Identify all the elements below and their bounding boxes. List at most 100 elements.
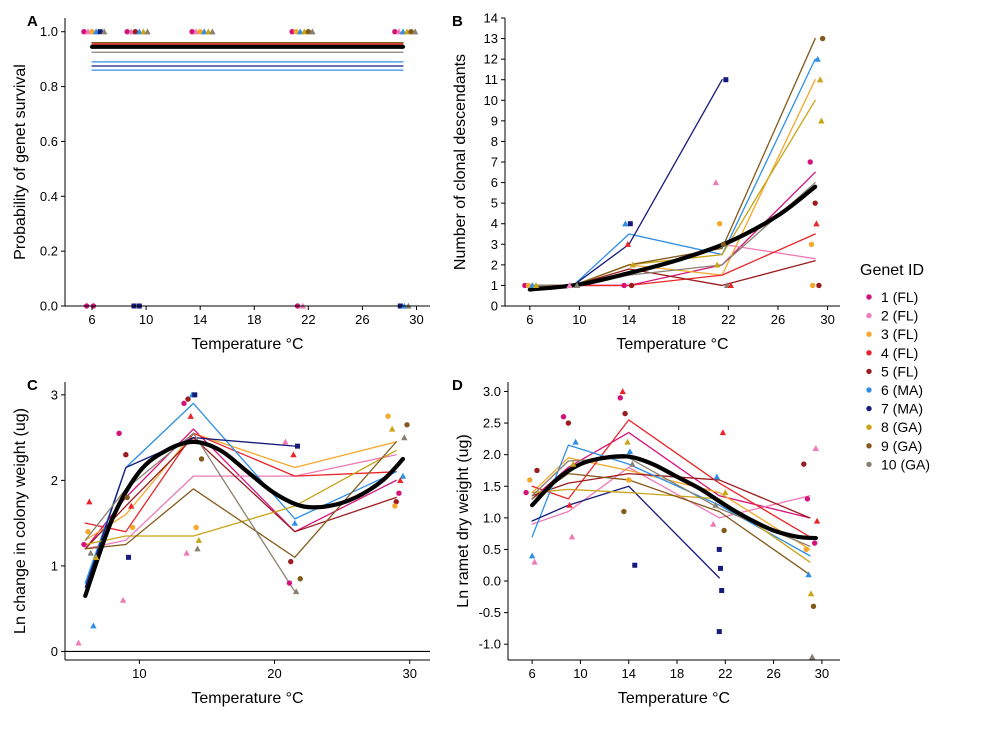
data-point-genet-5	[185, 396, 191, 402]
y-tick-label: 10	[484, 93, 498, 108]
data-point-genet-1	[124, 29, 130, 35]
data-point-genet-6	[399, 28, 407, 35]
data-point-genet-2	[395, 28, 403, 35]
data-point-genet-8	[301, 28, 308, 35]
y-tick-label: 0.5	[483, 542, 501, 557]
data-point-genet-10	[809, 653, 816, 660]
y-tick-label: 0.4	[40, 189, 58, 204]
data-point-genet-3	[808, 241, 815, 247]
data-point-genet-1	[81, 541, 87, 548]
data-point-genet-8	[388, 425, 396, 432]
x-tick-label: 18	[247, 312, 261, 327]
y-tick-label: 0	[491, 299, 498, 314]
data-point-genet-6	[572, 438, 579, 445]
data-point-genet-9	[819, 35, 826, 42]
x-axis-label: Temperature °C	[191, 336, 303, 353]
y-tick-label: 0.6	[40, 134, 58, 149]
data-point-genet-5	[565, 420, 572, 426]
data-point-genet-6	[622, 220, 629, 227]
series-line-genet-3	[84, 432, 397, 541]
y-tick-label: 0.2	[40, 244, 58, 259]
data-point-genet-6	[814, 55, 821, 62]
data-point-genet-3	[293, 29, 299, 35]
data-point-genet-7	[126, 554, 132, 560]
fit-line	[527, 184, 818, 292]
data-point-genet-5	[288, 558, 294, 565]
legend-entry-label: 4 (FL)	[881, 345, 918, 361]
data-point-genet-1	[396, 490, 402, 496]
x-tick-label: 30	[820, 312, 834, 327]
data-point-genet-5	[123, 452, 129, 458]
series-line-genet-9	[531, 472, 811, 576]
legend-entry-label: 5 (FL)	[881, 363, 918, 379]
y-axis-label: Ln ramet dry weight (ug)	[455, 434, 472, 607]
data-point-genet-9	[810, 603, 817, 609]
y-tick-label: 2.0	[483, 447, 501, 462]
data-point-genet-3	[89, 29, 95, 35]
series-line-genet-5	[529, 260, 816, 287]
data-point-genet-10	[194, 545, 201, 552]
series-line-genet-6	[531, 444, 811, 557]
data-point-genet-4	[187, 412, 194, 419]
data-point-genet-4	[727, 282, 735, 289]
panel-d: D 6 10 14 18 22 26 30 -1.0 -0.5 0.0 0.5 1.0 1.5 2.0 2.5…	[452, 377, 840, 707]
data-point-genet-4	[566, 501, 573, 508]
data-point-genet-8	[629, 261, 636, 268]
legend-entry-label: 3 (FL)	[881, 326, 918, 342]
y-tick-label: 0	[51, 644, 58, 659]
data-point-genet-4	[290, 451, 297, 458]
panel-label: A	[27, 13, 38, 30]
y-tick-label: 14	[484, 11, 498, 26]
y-tick-label: 1	[51, 558, 58, 573]
data-point-genet-1	[116, 430, 122, 437]
legend-marker	[866, 443, 872, 449]
data-point-genet-1	[807, 159, 813, 165]
y-tick-label: 1	[491, 278, 498, 293]
panel-c: C 10 20 30 0 1 2 3 Temperature °C Ln change in co…	[12, 377, 430, 707]
x-tick-label: 18	[670, 666, 684, 681]
data-point-genet-3	[193, 524, 199, 531]
data-point-genet-9	[198, 456, 205, 462]
legend-marker	[866, 405, 872, 412]
data-point-genet-2	[84, 28, 92, 35]
data-point-genet-2	[75, 639, 82, 646]
data-point-genet-1	[181, 400, 187, 407]
y-tick-label: 7	[491, 155, 498, 170]
x-tick-label: 26	[766, 666, 780, 681]
series-line-genet-10	[529, 181, 816, 287]
series-line-genet-1	[84, 428, 397, 550]
data-point-genet-6	[297, 28, 304, 35]
data-point-genet-5	[393, 499, 399, 505]
data-point-genet-9	[721, 527, 727, 534]
y-axis-label: Probability of genet survival	[12, 64, 29, 260]
data-point-genet-3	[626, 477, 632, 483]
data-point-genet-1	[560, 414, 567, 420]
data-point-genet-8	[195, 536, 203, 543]
y-tick-label: 6	[491, 175, 498, 190]
legend-marker	[866, 461, 872, 468]
data-point-genet-1	[81, 29, 87, 35]
data-point-genet-4	[86, 498, 93, 505]
data-point-genet-10	[209, 28, 216, 35]
data-point-genet-7	[192, 392, 198, 398]
data-point-genet-6	[713, 473, 721, 480]
data-point-genet-6	[136, 28, 143, 35]
x-axis-label: Temperature °C	[618, 690, 730, 707]
data-point-genet-3	[129, 524, 136, 531]
y-tick-label: 0.0	[483, 574, 501, 589]
data-point-genet-2	[568, 533, 576, 540]
legend-entry-label: 7 (MA)	[881, 401, 923, 417]
y-tick-label: 0.0	[40, 299, 58, 314]
data-point-genet-5	[816, 282, 822, 289]
data-point-genet-7	[719, 588, 725, 593]
data-point-genet-1	[621, 282, 627, 289]
data-point-genet-9	[404, 422, 410, 428]
y-tick-label: 1.5	[483, 479, 501, 494]
data-point-genet-6	[805, 571, 812, 578]
series-line-genet-10	[84, 432, 296, 593]
data-point-genet-6	[399, 472, 407, 479]
data-point-genet-3	[716, 221, 723, 227]
legend-marker	[866, 350, 872, 356]
legend-marker	[866, 387, 872, 393]
